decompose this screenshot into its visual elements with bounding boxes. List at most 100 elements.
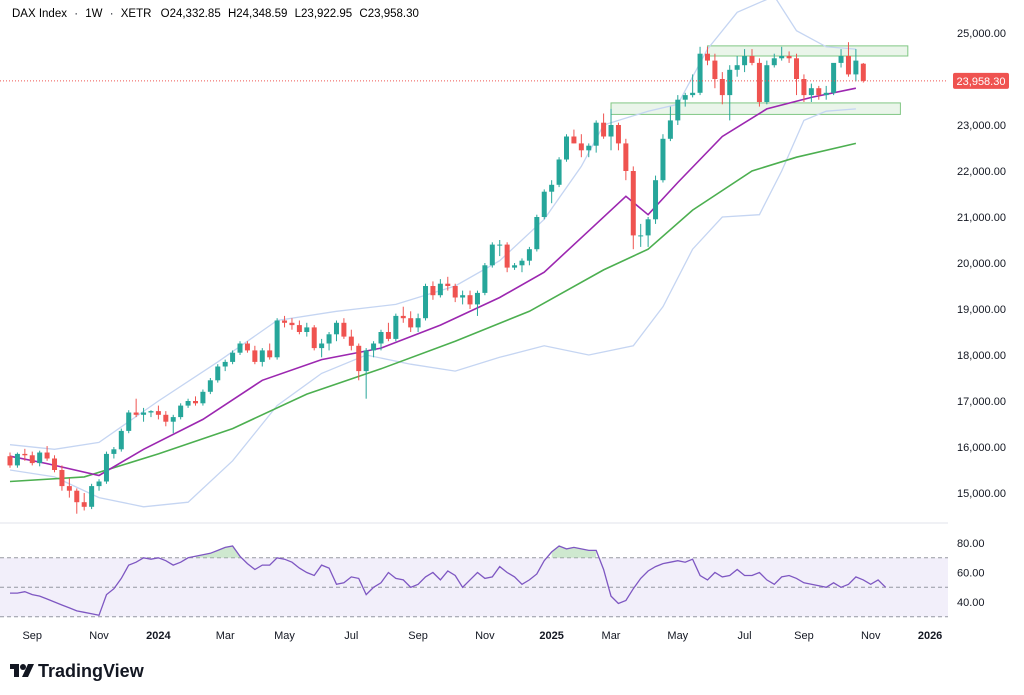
- candle-body: [282, 320, 288, 323]
- time-tick-label: Nov: [861, 630, 881, 642]
- candle: [771, 53, 777, 68]
- candle: [645, 217, 651, 247]
- candle: [7, 452, 13, 468]
- candle-body: [222, 361, 228, 367]
- candle: [408, 311, 414, 332]
- candle: [564, 134, 569, 162]
- candle-body: [816, 88, 822, 96]
- candle: [244, 341, 250, 353]
- candle: [44, 446, 50, 461]
- candle: [148, 410, 154, 418]
- candle-body: [645, 219, 651, 236]
- candle: [356, 343, 362, 381]
- time-tick-label: Jul: [344, 630, 358, 642]
- candle: [489, 242, 495, 268]
- candle-body: [66, 486, 72, 491]
- candle-body: [504, 244, 510, 268]
- rsi-tick-label: 40.00: [957, 597, 985, 609]
- candle-body: [653, 180, 659, 220]
- candle: [378, 329, 384, 351]
- candle: [385, 322, 391, 342]
- candle: [845, 42, 851, 77]
- candle: [363, 348, 369, 399]
- candle: [222, 359, 228, 372]
- candle: [497, 240, 503, 257]
- candle: [578, 134, 584, 158]
- candle-body: [29, 455, 35, 464]
- candle: [853, 49, 859, 82]
- candle-body: [808, 88, 814, 96]
- candle: [66, 478, 72, 498]
- candle: [653, 175, 659, 224]
- candle-body: [37, 452, 43, 464]
- candle: [719, 72, 725, 105]
- candle-body: [341, 322, 347, 337]
- candle: [103, 451, 109, 484]
- candle-body: [326, 334, 332, 344]
- candle-body: [690, 92, 696, 96]
- candle-body: [682, 95, 688, 100]
- candle: [727, 65, 733, 121]
- candle: [623, 138, 629, 181]
- candle-body: [393, 315, 399, 339]
- candle: [794, 53, 800, 96]
- candle-body: [578, 143, 584, 151]
- candle: [675, 95, 681, 125]
- candle-body: [831, 62, 837, 93]
- candle-body: [593, 122, 599, 146]
- candle-body: [356, 345, 362, 372]
- candle-body: [667, 120, 673, 139]
- price-tick-label: 25,000.00: [957, 28, 1006, 40]
- candle-body: [59, 470, 65, 487]
- candle-body: [96, 481, 102, 487]
- candle-body: [823, 92, 829, 96]
- candle: [712, 53, 718, 89]
- candle: [230, 350, 236, 365]
- time-tick-label: Sep: [408, 630, 428, 642]
- price-tick-label: 22,000.00: [957, 166, 1006, 178]
- candle: [289, 318, 295, 330]
- price-tick-label: 23,000.00: [957, 120, 1006, 132]
- price-pane[interactable]: [0, 0, 948, 514]
- candle-body: [385, 332, 391, 339]
- candle-body: [638, 235, 644, 237]
- candle-body: [408, 318, 414, 328]
- candle-body: [742, 56, 748, 66]
- candle-body: [482, 265, 488, 293]
- candle: [615, 122, 621, 151]
- candle: [860, 62, 866, 83]
- candle: [14, 452, 20, 468]
- candle: [52, 455, 58, 473]
- candle: [749, 49, 755, 66]
- candle: [831, 62, 837, 96]
- time-tick-label: May: [667, 630, 688, 642]
- candle-body: [675, 99, 681, 121]
- rsi-overbought-fill: [195, 546, 240, 558]
- candle: [29, 451, 35, 466]
- candle-body: [44, 452, 50, 459]
- candle: [296, 320, 302, 335]
- candle-body: [118, 430, 124, 450]
- candle: [430, 281, 436, 300]
- candle-body: [371, 343, 377, 351]
- candle: [682, 92, 688, 107]
- tv-logo-icon[interactable]: [10, 664, 34, 677]
- candle-body: [304, 327, 310, 332]
- time-axis[interactable]: Sep Nov 2024 Mar May Jul Sep Nov 2025 Mar May Jul Se…: [22, 630, 942, 642]
- candle: [786, 51, 792, 63]
- candle-body: [786, 56, 792, 59]
- candle: [163, 411, 169, 427]
- candle-body: [756, 62, 762, 102]
- price-axis[interactable]: 25,000.0024,000.0023,000.0022,000.0021,0…: [957, 28, 1006, 609]
- candle: [74, 488, 80, 514]
- time-tick-label: May: [274, 630, 295, 642]
- candle-body: [727, 69, 733, 96]
- candle-body: [549, 184, 555, 192]
- candle-body: [860, 63, 866, 81]
- candle-body: [178, 405, 184, 418]
- candle-body: [267, 350, 273, 358]
- candle: [89, 483, 95, 510]
- rsi-pane[interactable]: [0, 545, 948, 618]
- candle: [118, 428, 124, 452]
